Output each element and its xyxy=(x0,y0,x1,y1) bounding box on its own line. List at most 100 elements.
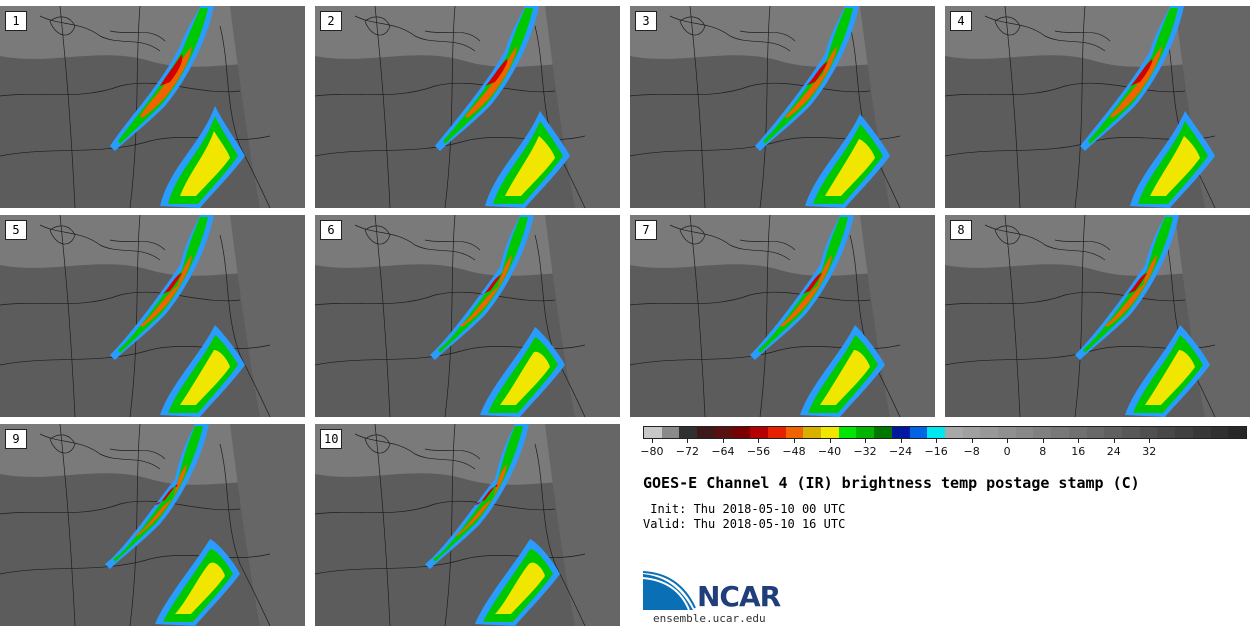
colorbar-segment xyxy=(679,427,698,438)
ncar-logo-icon xyxy=(643,571,696,611)
map-boundary-line xyxy=(219,443,271,626)
cloud-band xyxy=(118,8,208,144)
colorbar-tick-mark xyxy=(758,439,760,443)
map-boundary-line xyxy=(945,82,1186,97)
colorbar-tick-mark xyxy=(971,439,973,443)
panel-number-label: 7 xyxy=(635,220,657,240)
cloud-band xyxy=(500,351,550,405)
colorbar-segment xyxy=(1104,427,1122,438)
map-boundary-line xyxy=(49,16,76,36)
colorbar-tick-mark xyxy=(1078,439,1080,443)
colorbar-segment xyxy=(1086,427,1105,438)
colorbar-segment xyxy=(1121,427,1140,438)
cloud-band xyxy=(820,350,870,405)
colorbar-segment xyxy=(944,427,963,438)
colorbar-segment xyxy=(644,427,662,438)
colorbar-segment xyxy=(803,427,822,438)
cloud-band xyxy=(1145,350,1195,405)
ir-satellite-map xyxy=(945,215,1250,417)
colorbar-tick-label: −64 xyxy=(711,445,735,458)
ir-satellite-map xyxy=(0,6,305,208)
map-boundary-line xyxy=(219,25,271,208)
panel-number-label: 10 xyxy=(320,429,343,449)
colorbar-segment xyxy=(1228,427,1246,438)
map-boundary-line xyxy=(424,239,481,251)
ir-satellite-map xyxy=(0,424,305,626)
map-boundary-line xyxy=(945,291,1186,306)
map-boundary-line xyxy=(1054,239,1111,251)
postage-stamp-panel-3: 3 xyxy=(630,6,935,208)
map-boundary-line xyxy=(129,215,141,417)
map-boundary-line xyxy=(1074,215,1086,417)
colorbar-tick-mark xyxy=(936,439,938,443)
colorbar-tick-mark xyxy=(1042,439,1044,443)
colorbar-tick-mark xyxy=(794,439,795,443)
colorbar-tick-mark xyxy=(1113,439,1115,443)
map-boundary-line xyxy=(0,291,241,306)
ir-satellite-map xyxy=(945,6,1250,208)
colorbar-tick-mark xyxy=(829,439,831,443)
cloud-band xyxy=(485,59,508,86)
ocean-haze xyxy=(230,215,305,417)
colorbar-tick-label: −16 xyxy=(924,445,948,458)
colorbar-segment xyxy=(714,427,733,438)
map-boundary-line xyxy=(315,291,556,306)
ocean-haze xyxy=(1175,6,1250,208)
map-boundary-line xyxy=(109,30,166,42)
colorbar-segment xyxy=(1210,427,1229,438)
cloud-band xyxy=(805,61,828,86)
postage-stamp-panel-8: 8 xyxy=(945,215,1250,417)
colorbar-segment xyxy=(1192,427,1211,438)
map-boundary-line xyxy=(534,443,586,626)
ir-satellite-map xyxy=(315,215,620,417)
map-boundary-line xyxy=(669,224,791,261)
high-cloud-haze xyxy=(630,6,935,67)
colorbar-tick-mark xyxy=(687,439,689,443)
map-boundary-line xyxy=(49,225,76,245)
map-boundary-line xyxy=(679,225,706,245)
map-boundary-line xyxy=(1004,215,1021,417)
high-cloud-haze xyxy=(0,424,305,485)
map-boundary-line xyxy=(689,215,706,417)
high-cloud-haze xyxy=(630,215,935,276)
map-boundary-line xyxy=(0,553,271,575)
panel-number-label: 6 xyxy=(320,220,342,240)
cloud-band xyxy=(495,562,545,614)
map-boundary-line xyxy=(679,16,706,36)
cloud-band xyxy=(475,484,498,505)
postage-stamp-panel-9: 9 xyxy=(0,424,305,626)
map-boundary-line xyxy=(444,6,456,208)
colorbar-tick-mark xyxy=(651,439,653,443)
colorbar-ticks: −80 −72 −64 −56 −48 −40 −32 −24 −16 −8 0 8 16 24 32 xyxy=(640,439,1247,459)
colorbar-segment xyxy=(927,427,945,438)
colorbar-segment xyxy=(891,427,910,438)
temperature-colorbar xyxy=(643,426,1247,439)
map-boundary-line xyxy=(374,424,391,626)
cloud-band xyxy=(1130,59,1153,86)
colorbar-segment xyxy=(980,427,999,438)
colorbar-tick-label: −24 xyxy=(888,445,913,458)
website-text: ensemble.ucar.edu xyxy=(653,612,766,625)
map-boundary-line xyxy=(984,15,1106,52)
postage-stamp-panel-2: 2 xyxy=(315,6,620,208)
map-boundary-line xyxy=(59,215,76,417)
colorbar-segment xyxy=(909,427,928,438)
map-boundary-line xyxy=(1074,6,1086,208)
cloud-band xyxy=(118,217,208,353)
colorbar-segment xyxy=(998,427,1016,438)
cloud-band xyxy=(1150,136,1200,196)
map-boundary-line xyxy=(129,6,141,208)
map-boundary-line xyxy=(354,15,476,52)
colorbar-segment xyxy=(874,427,892,438)
cloud-band xyxy=(1088,8,1178,144)
map-boundary-line xyxy=(1054,30,1111,42)
map-boundary-line xyxy=(0,82,241,97)
map-boundary-line xyxy=(129,424,141,626)
colorbar-tick-label: −8 xyxy=(963,445,980,458)
cloud-band xyxy=(160,272,183,295)
colorbar-segment xyxy=(732,427,751,438)
colorbar-segment xyxy=(1051,427,1069,438)
colorbar-segment xyxy=(838,427,857,438)
colorbar-segment xyxy=(750,427,768,438)
map-boundary-line xyxy=(109,239,166,251)
